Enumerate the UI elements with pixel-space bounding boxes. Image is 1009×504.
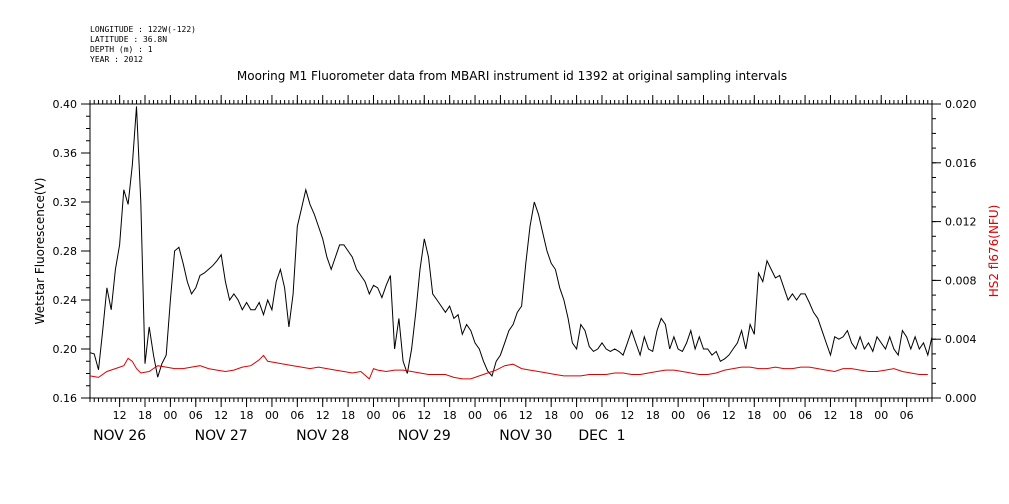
y-right-tick-label: 0.008 [945,274,977,287]
x-tick-label: 12 [417,409,431,422]
x-tick-label: 12 [823,409,837,422]
x-tick-label: 00 [265,409,279,422]
x-tick-label: 00 [163,409,177,422]
x-tick-label: 18 [138,409,152,422]
plot-frame [89,103,933,399]
header-longitude: LONGITUDE : 122W(-122) [90,25,196,34]
x-tick-label: 06 [493,409,507,422]
y-left-tick-label: 0.32 [53,196,78,209]
y-right-tick-label: 0.000 [945,392,977,405]
x-date-label: NOV 27 [195,428,248,444]
y-left-tick-label: 0.40 [53,98,78,111]
x-date-label: NOV 30 [499,428,552,444]
x-tick-label: 18 [341,409,355,422]
y-right-tick-label: 0.016 [945,157,977,170]
x-tick-label: 18 [849,409,863,422]
chart-title: Mooring M1 Fluorometer data from MBARI i… [237,69,787,83]
x-tick-label: 06 [290,409,304,422]
data-series [89,106,933,380]
x-tick-label: 06 [900,409,914,422]
x-tick-label: 18 [443,409,457,422]
y-right-tick-label: 0.004 [945,333,977,346]
x-tick-label: 06 [392,409,406,422]
x-tick-label: 00 [366,409,380,422]
x-tick-label: 00 [570,409,584,422]
x-tick-label: 12 [620,409,634,422]
x-tick-label: 00 [773,409,787,422]
x-tick-label: 12 [316,409,330,422]
header-year: YEAR : 2012 [90,55,143,64]
x-date-label: NOV 29 [398,428,451,444]
x-tick-label: 00 [468,409,482,422]
x-tick-label: 18 [240,409,254,422]
y-left-tick-label: 0.24 [53,294,78,307]
x-tick-label: 18 [646,409,660,422]
axis-ticks [81,95,941,407]
y-left-tick-label: 0.36 [53,147,78,160]
y-right-tick-label: 0.012 [945,216,977,229]
x-tick-label: 12 [722,409,736,422]
x-date-label: NOV 28 [296,428,349,444]
x-tick-label: 06 [798,409,812,422]
x-tick-label: 06 [189,409,203,422]
series-line-hs2-fl676 [89,354,928,380]
x-tick-label: 00 [874,409,888,422]
y-right-tick-label: 0.020 [945,98,977,111]
axis-tick-labels: 12 18 00 06 12 18 00 06 12 18 00 06 12 18 00 06 12 18 00 06… [53,98,977,444]
header-depth: DEPTH (m) : 1 [90,45,153,54]
y-left-tick-label: 0.20 [53,343,78,356]
x-date-label: NOV 26 [93,428,146,444]
x-tick-label: 12 [214,409,228,422]
x-tick-label: 06 [595,409,609,422]
x-tick-label: 00 [671,409,685,422]
x-tick-label: 12 [113,409,127,422]
y-left-axis-label: Wetstar Fluorescence(V) [33,178,47,325]
header-latitude: LATITUDE : 36.8N [90,35,167,44]
series-line-wetstar [89,106,933,378]
x-tick-label: 12 [519,409,533,422]
y-right-axis-label: HS2 fl676(NFU) [987,205,1001,298]
y-left-tick-label: 0.16 [53,392,78,405]
x-date-label: DEC 1 [578,428,625,444]
x-tick-label: 18 [544,409,558,422]
y-left-tick-label: 0.28 [53,245,78,258]
x-tick-label: 18 [747,409,761,422]
header-info: LONGITUDE : 122W(-122) LATITUDE : 36.8N … [90,25,196,64]
x-tick-label: 06 [697,409,711,422]
